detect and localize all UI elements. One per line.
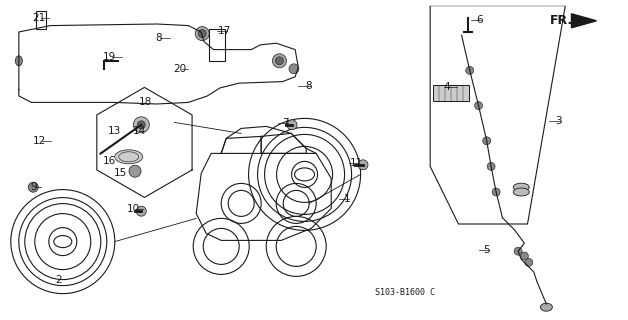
Text: 13: 13 — [108, 126, 122, 136]
Circle shape — [198, 30, 206, 38]
Text: 12: 12 — [33, 136, 46, 146]
Text: 16: 16 — [103, 156, 117, 166]
Bar — [36, 11, 46, 29]
Text: 19: 19 — [103, 52, 117, 62]
Circle shape — [466, 67, 474, 75]
Bar — [433, 85, 469, 101]
Circle shape — [492, 188, 500, 196]
Circle shape — [273, 54, 286, 68]
Circle shape — [276, 57, 283, 65]
Bar — [208, 29, 225, 61]
Text: FR.: FR. — [550, 14, 573, 27]
Ellipse shape — [540, 303, 553, 311]
Text: 10: 10 — [127, 204, 139, 214]
Text: 7: 7 — [283, 117, 289, 128]
Text: 14: 14 — [133, 126, 146, 136]
Text: 18: 18 — [139, 97, 153, 107]
Circle shape — [521, 252, 528, 260]
Text: 1: 1 — [344, 194, 350, 204]
Text: 8: 8 — [155, 33, 161, 44]
Circle shape — [487, 163, 495, 171]
Circle shape — [195, 27, 209, 41]
Circle shape — [514, 247, 522, 255]
Text: S103-B1600 C: S103-B1600 C — [375, 288, 435, 297]
Polygon shape — [571, 14, 597, 28]
Circle shape — [138, 121, 145, 129]
Text: 8: 8 — [306, 81, 312, 91]
Text: 6: 6 — [476, 15, 482, 25]
Text: 3: 3 — [556, 116, 562, 126]
Text: 2: 2 — [55, 275, 62, 285]
Ellipse shape — [115, 150, 143, 164]
Ellipse shape — [513, 188, 529, 196]
Circle shape — [129, 165, 141, 177]
Text: 11: 11 — [350, 157, 364, 168]
Text: 17: 17 — [218, 26, 232, 36]
Ellipse shape — [513, 183, 529, 191]
Text: 21: 21 — [32, 12, 46, 23]
Circle shape — [475, 102, 482, 110]
Circle shape — [289, 64, 299, 74]
Circle shape — [358, 160, 368, 170]
Text: 9: 9 — [30, 181, 36, 192]
Circle shape — [525, 258, 533, 266]
Circle shape — [287, 120, 297, 130]
Text: 5: 5 — [484, 245, 490, 255]
Circle shape — [133, 117, 149, 133]
Text: 15: 15 — [114, 168, 127, 179]
Ellipse shape — [15, 56, 23, 66]
Circle shape — [28, 182, 38, 192]
Text: 4: 4 — [444, 82, 450, 92]
Circle shape — [136, 206, 146, 216]
Text: 20: 20 — [174, 64, 187, 74]
Circle shape — [483, 137, 490, 145]
